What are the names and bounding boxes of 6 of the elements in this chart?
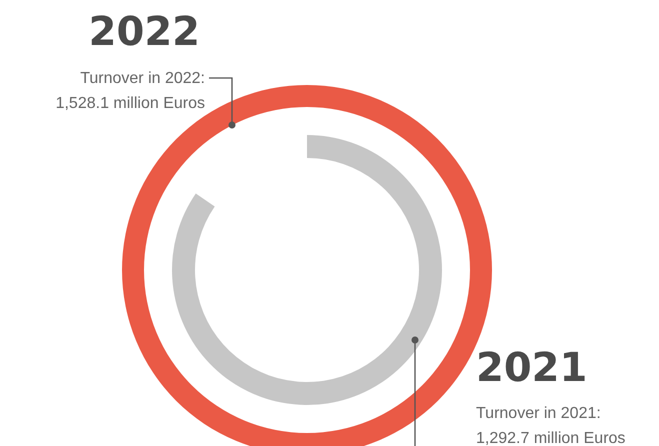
data-label: 1,528.1 million Euros — [56, 95, 205, 112]
data-label: 1,292.7 million Euros — [476, 430, 626, 446]
text: Turnover in 2021: — [476, 405, 601, 422]
category-label: 2022 — [88, 9, 200, 55]
category-label: 2021 — [476, 345, 588, 391]
text: Turnover in 2022: — [80, 70, 205, 87]
